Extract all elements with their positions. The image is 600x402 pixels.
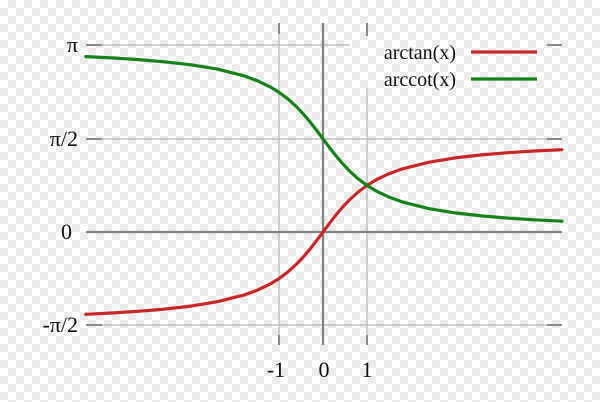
y-tick-label-neg-pi-half: -π/2 [42, 312, 78, 337]
legend: arctan(x) arccot(x) [384, 42, 537, 91]
x-tick-label-1: 1 [362, 357, 373, 382]
legend-label-arccot: arccot(x) [384, 69, 456, 91]
axis-ticks [86, 23, 562, 345]
y-tick-label-pi-half: π/2 [50, 126, 78, 151]
x-tick-label-neg1: -1 [267, 357, 285, 382]
y-tick-label-pi: π [67, 32, 78, 57]
vertical-gridlines [278, 33, 368, 336]
legend-label-arctan: arctan(x) [384, 42, 456, 64]
y-tick-labels: π π/2 0 -π/2 [42, 32, 78, 337]
x-tick-label-zero: 0 [319, 357, 330, 382]
arctan-curve [84, 148, 564, 316]
y-tick-label-zero: 0 [61, 219, 72, 244]
x-tick-labels: -1 0 1 [267, 357, 373, 382]
arccot-curve [84, 54, 564, 223]
